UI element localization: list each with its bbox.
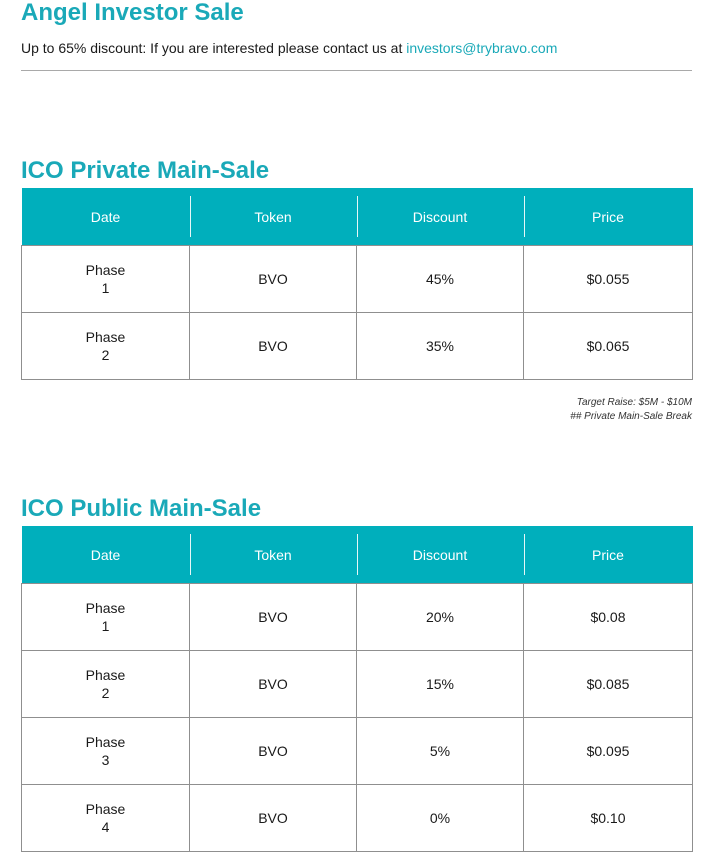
- investor-email-link[interactable]: investors@trybravo.com: [406, 40, 558, 56]
- token-cell: BVO: [189, 717, 357, 785]
- private-sale-note: Target Raise: $5M - $10M ## Private Main…: [570, 396, 692, 424]
- table-row: Phase 2 BVO 35% $0.065: [21, 312, 693, 380]
- phase-label: Phase: [85, 329, 126, 345]
- table-row: Phase 4 BVO 0% $0.10: [21, 784, 693, 852]
- token-cell: BVO: [189, 650, 357, 718]
- token-cell: BVO: [189, 245, 357, 313]
- token-cell: BVO: [189, 312, 357, 380]
- price-cell: $0.095: [523, 717, 693, 785]
- price-cell: $0.085: [523, 650, 693, 718]
- column-header-price: Price: [523, 188, 693, 246]
- private-sale-table: Date Token Discount Price Phase 1 BVO 45…: [21, 188, 693, 380]
- phase-number: 3: [101, 752, 110, 768]
- price-cell: $0.065: [523, 312, 693, 380]
- phase-cell: Phase 2: [21, 650, 190, 718]
- column-header-token: Token: [189, 188, 357, 246]
- discount-cell: 45%: [356, 245, 524, 313]
- column-header-token: Token: [189, 526, 357, 584]
- table-row: Phase 2 BVO 15% $0.085: [21, 650, 693, 718]
- phase-cell: Phase 1: [21, 245, 190, 313]
- table-header-row: Date Token Discount Price: [21, 188, 693, 246]
- token-cell: BVO: [189, 583, 357, 651]
- column-header-discount: Discount: [356, 188, 524, 246]
- discount-cell: 15%: [356, 650, 524, 718]
- discount-cell: 0%: [356, 784, 524, 852]
- discount-cell: 5%: [356, 717, 524, 785]
- token-cell: BVO: [189, 784, 357, 852]
- table-header-row: Date Token Discount Price: [21, 526, 693, 584]
- phase-label: Phase: [85, 801, 126, 817]
- phase-cell: Phase 2: [21, 312, 190, 380]
- phase-cell: Phase 3: [21, 717, 190, 785]
- phase-label: Phase: [85, 600, 126, 616]
- phase-number: 2: [101, 685, 110, 701]
- column-header-date: Date: [21, 188, 190, 246]
- angel-sale-title: Angel Investor Sale: [21, 0, 244, 26]
- target-raise-note: Target Raise: $5M - $10M: [576, 397, 692, 408]
- phase-label: Phase: [85, 734, 126, 750]
- phase-number: 1: [101, 280, 110, 296]
- column-header-date: Date: [21, 526, 190, 584]
- phase-number: 2: [101, 347, 110, 363]
- private-sale-title: ICO Private Main-Sale: [21, 157, 270, 184]
- public-sale-table: Date Token Discount Price Phase 1 BVO 20…: [21, 526, 693, 852]
- section-divider: [21, 70, 692, 71]
- public-sale-title: ICO Public Main-Sale: [21, 495, 262, 522]
- phase-cell: Phase 4: [21, 784, 190, 852]
- sale-break-note: ## Private Main-Sale Break: [570, 411, 692, 422]
- phase-cell: Phase 1: [21, 583, 190, 651]
- table-row: Phase 1 BVO 45% $0.055: [21, 245, 693, 313]
- table-row: Phase 3 BVO 5% $0.095: [21, 717, 693, 785]
- column-header-price: Price: [523, 526, 693, 584]
- angel-sale-intro: Up to 65% discount: If you are intereste…: [21, 38, 557, 58]
- price-cell: $0.055: [523, 245, 693, 313]
- phase-number: 1: [101, 618, 110, 634]
- intro-text: Up to 65% discount: If you are intereste…: [21, 40, 407, 56]
- discount-cell: 20%: [356, 583, 524, 651]
- table-row: Phase 1 BVO 20% $0.08: [21, 583, 693, 651]
- phase-label: Phase: [85, 667, 126, 683]
- discount-cell: 35%: [356, 312, 524, 380]
- column-header-discount: Discount: [356, 526, 524, 584]
- phase-number: 4: [101, 819, 110, 835]
- price-cell: $0.10: [523, 784, 693, 852]
- phase-label: Phase: [85, 262, 126, 278]
- price-cell: $0.08: [523, 583, 693, 651]
